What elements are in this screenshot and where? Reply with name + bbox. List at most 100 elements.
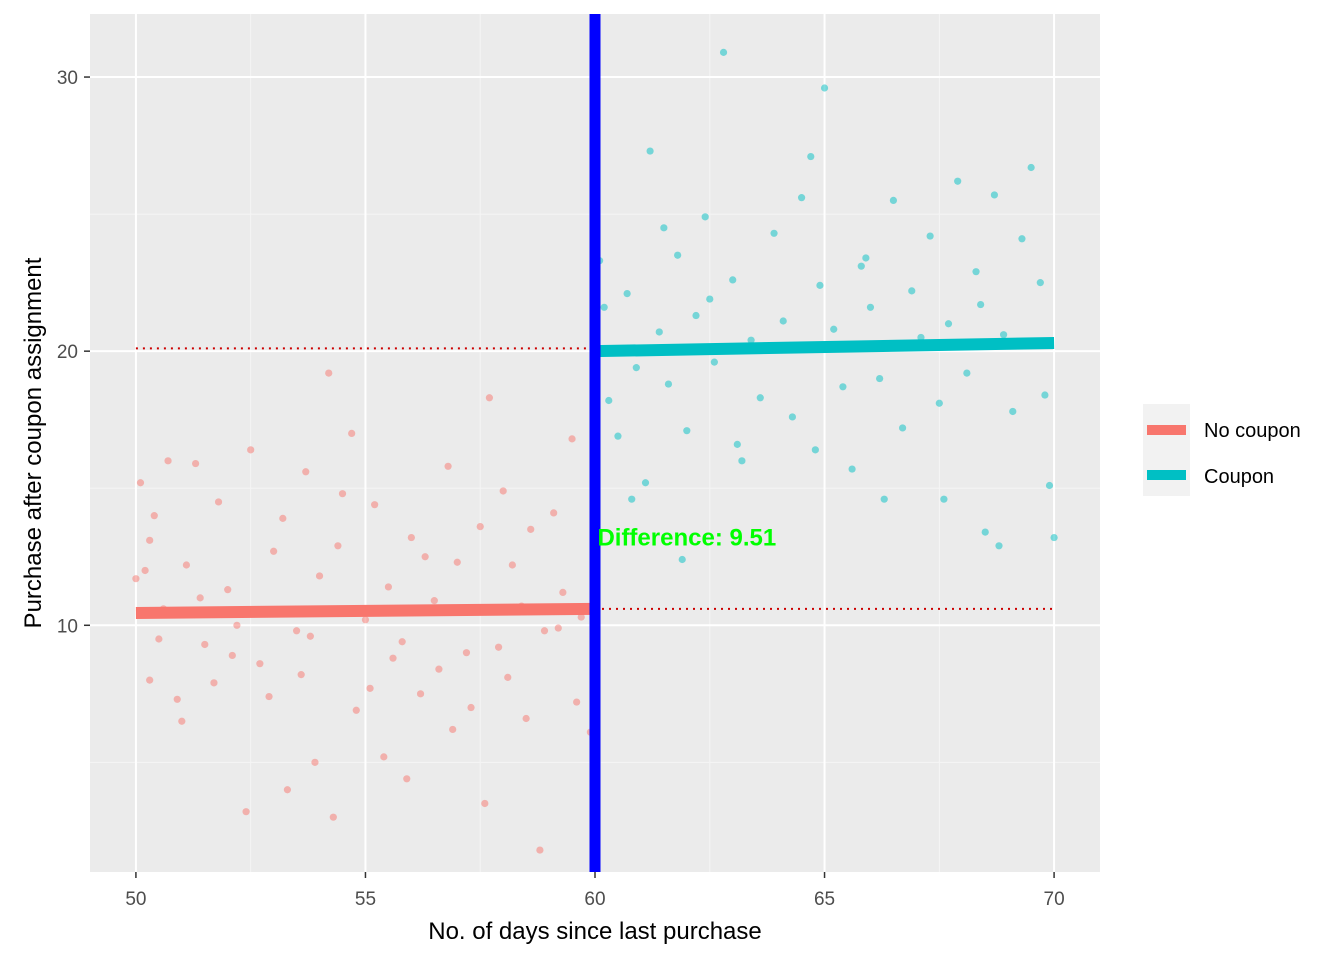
- point-no-coupon: [329, 813, 337, 821]
- point-no-coupon: [283, 786, 292, 794]
- point-coupon: [954, 177, 962, 185]
- point-no-coupon: [352, 706, 360, 714]
- point-coupon: [779, 317, 787, 325]
- point-coupon: [940, 495, 948, 503]
- x-tick-label: 65: [814, 889, 835, 910]
- point-coupon: [1018, 235, 1026, 243]
- point-no-coupon: [485, 394, 494, 402]
- point-coupon: [839, 383, 847, 391]
- point-no-coupon: [164, 457, 172, 465]
- point-no-coupon: [297, 671, 305, 679]
- point-coupon: [848, 465, 856, 473]
- point-coupon: [692, 311, 700, 320]
- point-no-coupon: [435, 665, 443, 673]
- point-no-coupon: [334, 542, 342, 550]
- point-no-coupon: [146, 676, 154, 684]
- point-no-coupon: [361, 616, 370, 624]
- point-coupon: [820, 84, 829, 92]
- point-no-coupon: [173, 695, 181, 703]
- x-tick-label: 55: [355, 889, 376, 910]
- point-no-coupon: [476, 523, 484, 531]
- point-no-coupon: [214, 498, 223, 506]
- point-coupon: [747, 336, 755, 344]
- point-coupon: [880, 495, 888, 503]
- point-coupon: [756, 394, 764, 402]
- scatter-points: [132, 48, 1058, 854]
- point-coupon: [830, 325, 838, 333]
- point-no-coupon: [444, 462, 452, 470]
- point-coupon: [797, 194, 806, 202]
- point-coupon: [917, 333, 925, 342]
- point-coupon: [816, 281, 824, 289]
- point-coupon: [866, 303, 875, 311]
- fit-line-no-coupon: [135, 602, 596, 619]
- point-no-coupon: [132, 575, 140, 583]
- point-coupon: [995, 542, 1003, 550]
- point-coupon: [981, 528, 989, 536]
- point-no-coupon: [325, 369, 333, 377]
- point-no-coupon: [550, 509, 558, 517]
- point-no-coupon: [380, 753, 388, 761]
- point-no-coupon: [366, 684, 374, 692]
- x-tick-label: 60: [584, 889, 605, 910]
- point-coupon: [1036, 279, 1044, 287]
- point-coupon: [811, 446, 819, 454]
- x-tick-label: 70: [1044, 889, 1065, 910]
- point-no-coupon: [573, 698, 581, 706]
- point-no-coupon: [416, 690, 425, 698]
- point-coupon: [719, 48, 728, 56]
- point-coupon: [935, 399, 943, 407]
- point-no-coupon: [389, 654, 397, 662]
- fit-lines: [135, 336, 1055, 619]
- point-no-coupon: [499, 487, 507, 495]
- point-no-coupon: [292, 627, 301, 635]
- point-no-coupon: [265, 692, 273, 701]
- point-no-coupon: [559, 588, 567, 596]
- x-tick-label: 50: [125, 889, 146, 910]
- point-no-coupon: [453, 558, 461, 566]
- point-no-coupon: [430, 597, 438, 605]
- point-coupon: [977, 300, 985, 309]
- point-no-coupon: [242, 808, 250, 816]
- point-no-coupon: [270, 547, 278, 555]
- point-no-coupon: [155, 635, 163, 643]
- point-no-coupon: [407, 533, 415, 542]
- point-no-coupon: [577, 613, 585, 621]
- point-coupon: [862, 254, 870, 262]
- point-no-coupon: [522, 714, 530, 723]
- point-coupon: [770, 229, 778, 237]
- point-coupon: [600, 303, 608, 311]
- y-axis-title: Purchase after coupon assignment: [20, 257, 47, 628]
- point-coupon: [683, 427, 691, 435]
- point-no-coupon: [191, 459, 200, 468]
- point-no-coupon: [348, 429, 356, 438]
- point-no-coupon: [182, 561, 191, 569]
- point-no-coupon: [384, 583, 393, 591]
- point-coupon: [990, 191, 999, 199]
- point-no-coupon: [210, 679, 218, 687]
- point-coupon: [710, 358, 718, 366]
- point-coupon: [889, 196, 898, 205]
- point-coupon: [660, 224, 668, 232]
- point-no-coupon: [228, 651, 236, 660]
- point-coupon: [674, 251, 682, 259]
- point-coupon: [655, 328, 663, 336]
- point-no-coupon: [196, 594, 204, 602]
- point-coupon: [1050, 533, 1058, 542]
- point-coupon: [908, 287, 916, 295]
- point-no-coupon: [338, 490, 347, 498]
- point-no-coupon: [311, 758, 319, 766]
- point-coupon: [632, 364, 640, 372]
- point-coupon: [738, 457, 746, 465]
- fit-line-coupon: [594, 336, 1055, 358]
- point-no-coupon: [527, 525, 535, 533]
- point-no-coupon: [568, 435, 576, 443]
- point-no-coupon: [233, 621, 241, 629]
- x-axis-ticks: 50 55 60 65 70: [125, 872, 1065, 910]
- point-no-coupon: [554, 624, 562, 632]
- point-no-coupon: [508, 561, 516, 569]
- point-coupon: [701, 213, 709, 221]
- point-coupon: [1027, 163, 1035, 172]
- point-coupon: [628, 495, 636, 503]
- legend-label-no-coupon: No coupon: [1204, 420, 1301, 442]
